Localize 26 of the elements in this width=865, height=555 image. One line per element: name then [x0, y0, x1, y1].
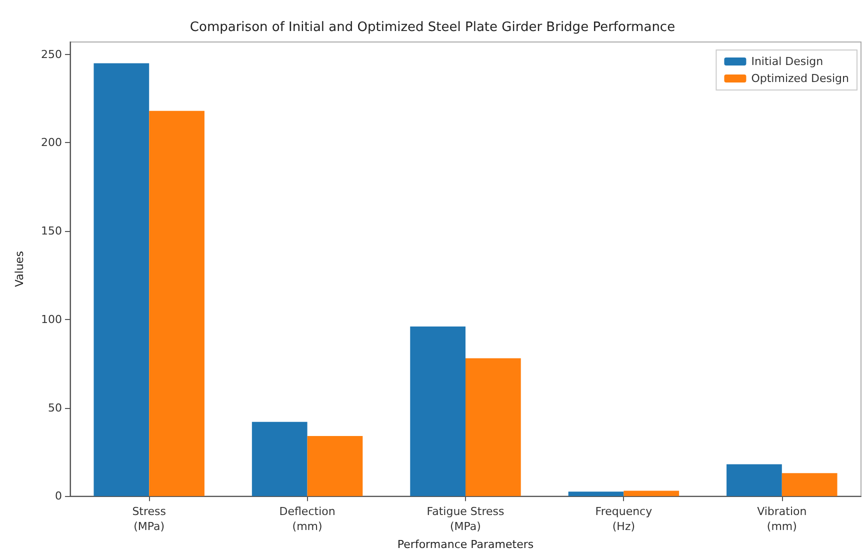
bar — [726, 464, 782, 496]
y-tick-label: 250 — [41, 48, 62, 61]
bar — [568, 492, 624, 496]
legend-label: Optimized Design — [751, 72, 850, 85]
x-tick-label: Fatigue Stress (MPa) — [426, 505, 504, 534]
bar — [252, 422, 308, 496]
chart-title: Comparison of Initial and Optimized Steel Plate Girder Bridge Performance — [190, 20, 676, 35]
y-tick-label: 100 — [41, 312, 62, 326]
bar — [410, 326, 466, 496]
x-tick-label: Deflection (mm) — [279, 505, 336, 534]
legend-label: Initial Design — [751, 55, 824, 68]
bar — [307, 436, 363, 496]
y-tick-label: 150 — [41, 224, 62, 238]
x-axis-title: Performance Parameters — [397, 538, 534, 551]
bar — [149, 110, 204, 496]
x-tick-label: Vibration (mm) — [757, 505, 807, 534]
y-axis-title: Values — [13, 250, 26, 288]
x-tick-label: Stress (MPa) — [132, 505, 166, 534]
bar — [782, 473, 838, 496]
x-tick-label: Frequency (Hz) — [595, 505, 653, 534]
y-tick-label: 0 — [55, 490, 62, 503]
y-tick-label: 200 — [41, 136, 62, 150]
bar — [624, 490, 680, 496]
bar — [94, 63, 150, 496]
y-tick-label: 50 — [48, 401, 62, 414]
bar — [466, 358, 521, 496]
